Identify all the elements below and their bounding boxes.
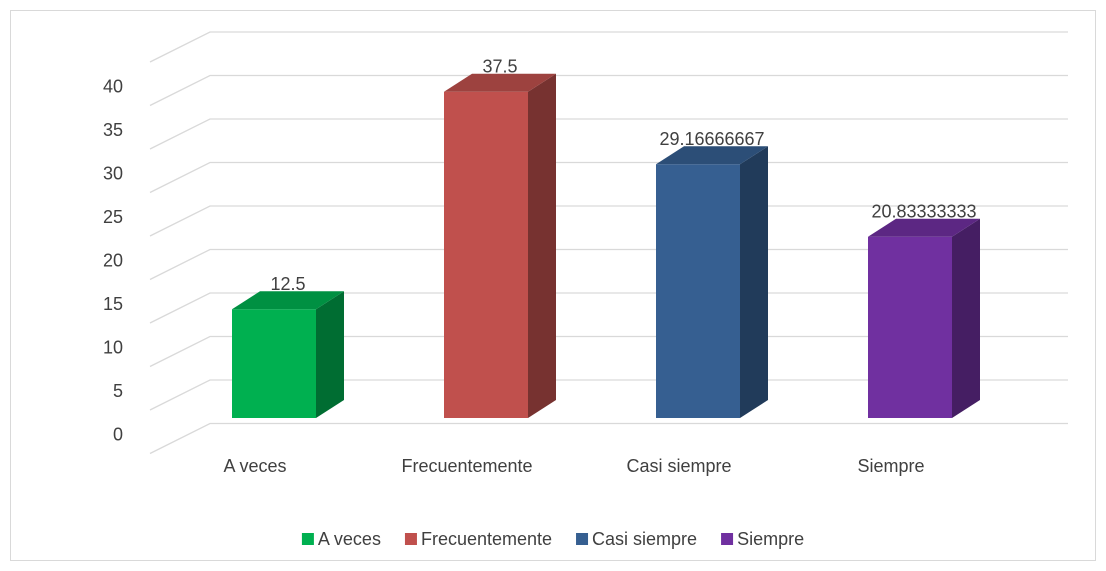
- grid-line: [149, 292, 1068, 324]
- bar-top: [444, 73, 556, 92]
- grid-line: [149, 422, 1068, 455]
- y-tick-label: 35: [103, 120, 123, 140]
- legend-label: Casi siempre: [592, 529, 697, 549]
- bar-side: [528, 73, 556, 418]
- bar-side: [952, 218, 980, 418]
- data-label: 12.5: [270, 274, 305, 294]
- legend-label: A veces: [318, 529, 381, 549]
- legend-swatch: [576, 533, 589, 545]
- bar-side: [316, 291, 344, 418]
- y-tick-label: 10: [103, 337, 123, 357]
- grid-line: [149, 379, 1068, 411]
- grid-line: [149, 248, 1068, 281]
- y-tick-label: 0: [113, 424, 123, 444]
- data-label: 20.83333333: [871, 202, 976, 222]
- grid-line: [149, 161, 1068, 194]
- legend-swatch: [301, 533, 314, 545]
- y-tick-label: 25: [103, 207, 123, 227]
- x-tick-label: A veces: [223, 456, 286, 476]
- bar-top: [656, 146, 768, 165]
- grid-line: [149, 74, 1068, 107]
- x-tick-label: Siempre: [857, 456, 924, 476]
- x-tick-label: Casi siempre: [626, 456, 731, 476]
- y-tick-label: 20: [103, 250, 123, 270]
- data-label: 29.16666667: [659, 129, 764, 149]
- x-tick-label: Frecuentemente: [401, 456, 532, 476]
- grid-line: [149, 118, 1068, 150]
- data-label: 37.5: [482, 57, 517, 77]
- y-tick-label: 15: [103, 294, 123, 314]
- legend-label: Siempre: [737, 529, 804, 549]
- bar-side: [740, 146, 768, 418]
- legend-label: Frecuentemente: [421, 529, 552, 549]
- y-tick-label: 5: [113, 381, 123, 401]
- bar-front: [444, 91, 528, 418]
- y-tick-label: 40: [103, 76, 123, 96]
- wall-frame: [149, 31, 1068, 63]
- grid-line: [149, 205, 1068, 237]
- bar-top: [232, 291, 344, 310]
- y-tick-label: 30: [103, 163, 123, 183]
- grid-line: [149, 335, 1068, 368]
- bar-front: [232, 309, 316, 418]
- legend-swatch: [404, 533, 417, 545]
- legend-swatch: [721, 533, 734, 545]
- bar-top: [868, 218, 980, 237]
- bar-front: [868, 236, 952, 418]
- bar-front: [656, 164, 740, 418]
